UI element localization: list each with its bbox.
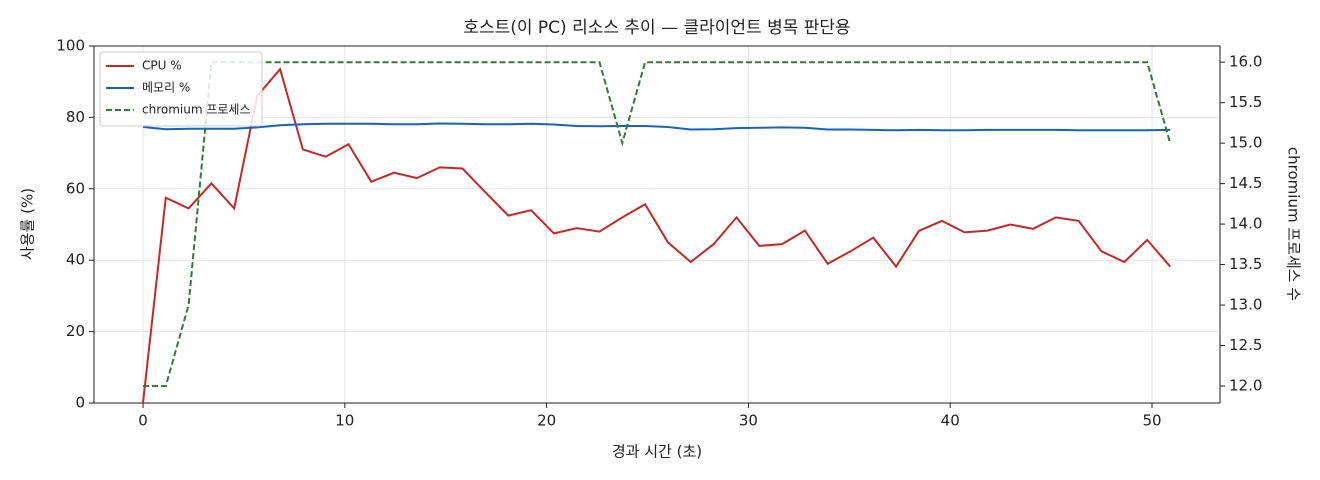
legend-label: chromium 프로세스	[142, 103, 251, 117]
legend-label: 메모리 %	[142, 81, 190, 95]
legend-label: CPU %	[142, 59, 182, 73]
x-axis-label: 경과 시간 (초)	[612, 443, 702, 461]
x-tick-label: 40	[941, 412, 960, 430]
y2-tick-label: 14.0	[1229, 215, 1262, 233]
x-tick-label: 30	[739, 412, 758, 430]
y-tick-label: 80	[66, 108, 85, 126]
y-tick-label: 0	[75, 394, 85, 412]
y2-tick-label: 14.5	[1229, 174, 1262, 192]
y2-tick-label: 12.5	[1229, 336, 1262, 354]
y2-tick-label: 15.5	[1229, 93, 1262, 111]
y-axis-label: 사용률 (%)	[19, 188, 37, 260]
y-tick-label: 40	[66, 251, 85, 269]
y2-tick-label: 13.5	[1229, 255, 1262, 273]
y2-tick-label: 13.0	[1229, 296, 1262, 314]
y2-axis-label: chromium 프로세스 수	[1285, 147, 1303, 301]
y-tick-label: 20	[66, 322, 85, 340]
plot-frame	[93, 45, 1221, 404]
series-line	[143, 61, 1172, 387]
y2-tick-label: 16.0	[1229, 53, 1262, 71]
y2-tick-label: 15.0	[1229, 134, 1262, 152]
y-tick-label: 100	[56, 37, 85, 55]
y-tick-label: 60	[66, 179, 85, 197]
y2-tick-label: 12.0	[1229, 377, 1262, 395]
x-tick-label: 0	[138, 412, 148, 430]
x-tick-label: 10	[335, 412, 354, 430]
x-tick-label: 50	[1142, 412, 1161, 430]
x-tick-label: 20	[537, 412, 556, 430]
series-line	[142, 67, 1171, 404]
series-line	[142, 122, 1171, 132]
legend-box	[99, 51, 263, 127]
chart-title: 호스트(이 PC) 리소스 추이 — 클라이언트 병목 판단용	[463, 18, 850, 38]
